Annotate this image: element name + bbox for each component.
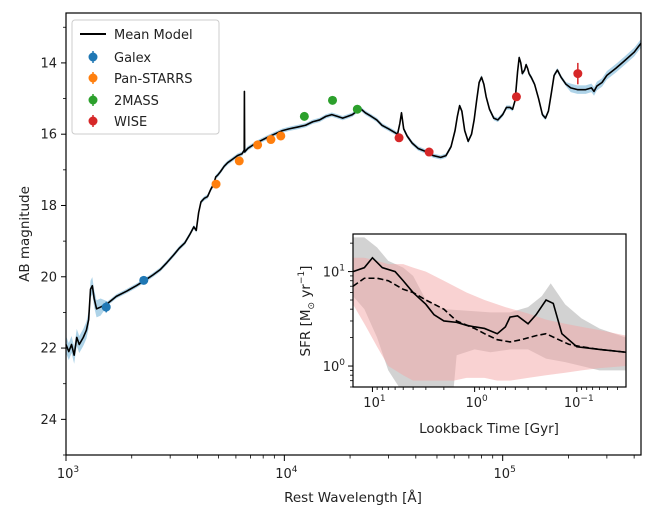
main-xtick-label-2: 105 xyxy=(494,465,516,482)
main-y-axis-ticks: 14 16 18 20 22 24 xyxy=(40,26,66,456)
pan-starrs-point-1 xyxy=(234,156,244,166)
inset-xtick-label-2: 10−1 xyxy=(564,394,594,411)
legend-2mass-marker xyxy=(88,95,98,105)
main-ytick-label-5: 24 xyxy=(40,413,57,428)
main-ytick-label-4: 22 xyxy=(40,342,57,357)
legend-label-panstarrs: Pan-STARRS xyxy=(114,72,193,87)
pan-starrs-point-4 xyxy=(276,131,286,141)
inset-plot-frame xyxy=(352,233,627,388)
inset-xtick-label-0: 101 xyxy=(363,394,385,411)
main-x-axis-label: Rest Wavelength [Å] xyxy=(284,489,422,506)
inset-y-axis-ticks: 100 101 xyxy=(323,242,353,388)
wise-point-1 xyxy=(424,147,434,157)
main-y-axis-label: AB magnitude xyxy=(17,186,33,282)
inset-band-red xyxy=(353,257,626,381)
legend-wise-marker xyxy=(88,116,98,126)
galex-point-1 xyxy=(139,275,149,285)
main-ytick-label-1: 16 xyxy=(40,128,57,143)
2mass-point-1 xyxy=(328,95,338,105)
main-ytick-label-2: 18 xyxy=(40,199,57,214)
legend-galex-marker xyxy=(88,52,98,62)
2mass-point-2 xyxy=(352,104,362,114)
inset-ytick-label-1: 101 xyxy=(323,264,345,281)
legend-label-galex: Galex xyxy=(114,51,151,66)
inset-ytick-label-0: 100 xyxy=(323,358,346,375)
legend-label-wise: WISE xyxy=(114,115,147,130)
sfr-inset: 101 100 10−1 100 101 Lookback Time [Gyr] SF… xyxy=(297,233,627,437)
inset-sfr-dashed-line xyxy=(352,277,627,354)
photometry-layer xyxy=(101,62,583,313)
main-ytick-label-0: 14 xyxy=(40,56,57,71)
inset-xtick-label-1: 100 xyxy=(465,394,488,411)
inset-lines xyxy=(352,256,627,354)
mean-model-line xyxy=(65,42,642,356)
main-xtick-label-1: 104 xyxy=(275,465,298,482)
galex-point-0 xyxy=(101,302,111,312)
pan-starrs-point-0 xyxy=(211,179,221,189)
mean-model-layer xyxy=(65,42,642,356)
pan-starrs-point-2 xyxy=(253,140,263,150)
inset-y-axis-label: SFR [M⊙ yr−1] xyxy=(297,266,317,357)
2mass-point-0 xyxy=(299,111,309,121)
inset-sfr-solid-line xyxy=(352,256,627,354)
main-plot-frame xyxy=(65,12,642,456)
pan-starrs-point-3 xyxy=(266,135,276,145)
legend: Mean Model Galex Pan-STARRS 2MASS WISE xyxy=(71,19,220,135)
inset-x-axis-ticks: 101 100 10−1 xyxy=(363,387,618,411)
wise-point-3 xyxy=(573,69,583,79)
wise-point-2 xyxy=(511,92,521,102)
legend-label-mean-model: Mean Model xyxy=(114,28,193,43)
main-xtick-label-0: 103 xyxy=(57,465,79,482)
inset-bands xyxy=(353,237,626,387)
inset-x-axis-label: Lookback Time [Gyr] xyxy=(419,421,559,437)
wise-point-0 xyxy=(394,133,404,143)
main-x-axis-ticks: 103 104 105 xyxy=(57,455,635,482)
legend-panstarrs-marker xyxy=(88,73,98,83)
legend-box xyxy=(71,19,220,135)
legend-label-2mass: 2MASS xyxy=(114,94,159,109)
main-ytick-label-3: 20 xyxy=(40,270,57,285)
